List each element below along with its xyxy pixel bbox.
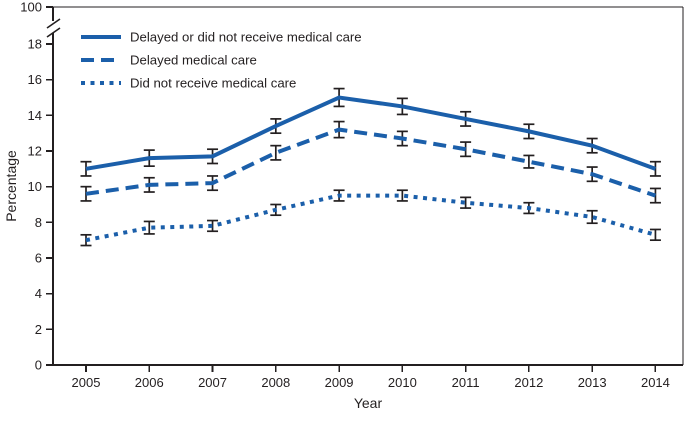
y-tick-label: 4 [35,286,42,301]
y-tick-label: 8 [35,215,42,230]
legend-label: Did not receive medical care [130,76,296,91]
x-tick-label: 2005 [72,375,101,390]
legend-label: Delayed medical care [130,53,257,68]
series-line-solid [85,95,657,171]
error-bar [460,196,472,209]
error-bar [586,209,598,225]
x-tick-label: 2014 [641,375,670,390]
x-tick-label: 2013 [578,375,607,390]
y-tick-label: 18 [28,37,42,52]
error-bar [270,144,282,161]
legend-item: Delayed medical care [81,53,257,68]
x-tick-label: 2012 [514,375,543,390]
y-tick-label-break-top: 100 [20,0,42,15]
series-line-dotted [85,193,656,243]
legend-label: Delayed or did not receive medical care [130,30,362,45]
error-bar [396,189,408,202]
legend-item: Delayed or did not receive medical care [81,30,362,45]
x-tick-label: 2006 [135,375,164,390]
error-bar [523,154,535,169]
y-axis-title: Percentage [3,150,19,222]
x-tick-label: 2009 [325,375,354,390]
y-tick-label: 16 [28,72,42,87]
axes [46,6,684,372]
series-line-dashed [85,127,657,198]
y-tick-label: 2 [35,322,42,337]
x-axis-title: Year [354,395,383,411]
y-tick-label: 0 [35,358,42,373]
y-tick-label: 10 [28,179,42,194]
x-tick-label: 2007 [198,375,227,390]
y-axis-break-icon [46,18,61,38]
legend: Delayed or did not receive medical care D… [81,30,362,91]
y-tick-label: 14 [28,108,42,123]
error-bar [207,219,219,233]
x-tick-label: 2011 [452,375,480,390]
error-bar [143,220,155,235]
x-tick-label: 2010 [388,375,417,390]
x-tick-label: 2008 [261,375,290,390]
legend-item: Did not receive medical care [81,76,296,91]
tick-labels: 0 2 4 6 8 10 12 14 16 18 100 2005 2006 2007 2008 2009 20… [20,0,670,390]
y-tick-label: 6 [35,251,42,266]
error-bar [649,228,661,242]
y-tick-label: 12 [28,144,42,159]
